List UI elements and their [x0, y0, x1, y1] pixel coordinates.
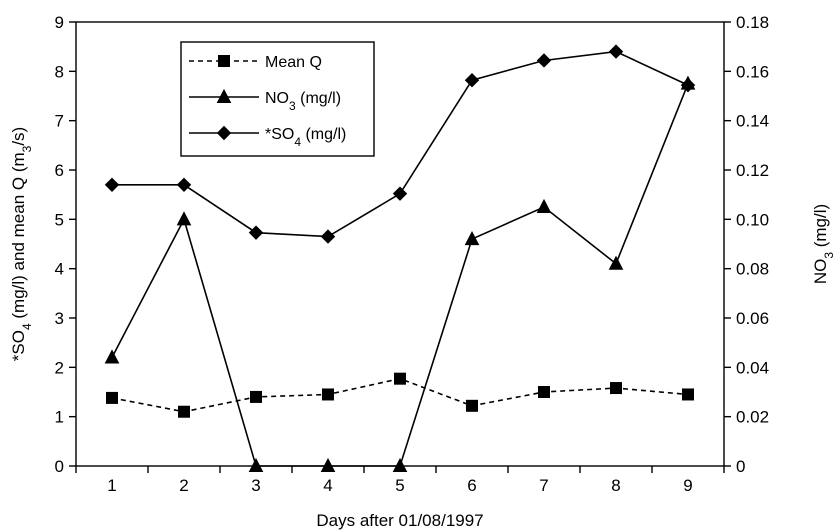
legend-entry: Mean Q	[189, 54, 322, 71]
x-tick-label: 2	[179, 476, 188, 495]
data-point	[178, 405, 190, 418]
series-square	[106, 372, 694, 418]
y-right-tick-label: 0.12	[736, 161, 769, 180]
text-part: (mg/l)	[296, 90, 341, 107]
x-tick-label: 3	[251, 476, 260, 495]
text-part: *SO	[9, 330, 28, 361]
data-point	[394, 372, 406, 385]
y-right-tick-label: 0.06	[736, 309, 769, 328]
legend-entry: *SO4 (mg/l)	[189, 125, 346, 149]
data-point	[536, 53, 552, 68]
legend-entry: NO3 (mg/l)	[189, 88, 341, 113]
data-point	[392, 186, 408, 201]
y-left-axis-title: *SO4 (mg/l) and mean Q (m3/s)	[9, 127, 34, 361]
text-part: Mean Q	[265, 54, 322, 71]
legend-label: *SO4 (mg/l)	[265, 126, 346, 149]
x-tick-label: 5	[395, 476, 404, 495]
y-left-tick-label: 7	[55, 112, 64, 131]
legend-swatch-marker	[216, 88, 232, 103]
y-left-tick-label: 1	[55, 408, 64, 427]
y-left-tick-label: 9	[55, 13, 64, 32]
y-left-tick-label: 8	[55, 62, 64, 81]
legend-swatch-marker	[216, 125, 232, 141]
x-tick-label: 9	[683, 476, 692, 495]
data-point	[610, 382, 622, 395]
data-point	[320, 229, 336, 244]
data-point	[248, 225, 264, 240]
data-point	[104, 349, 120, 364]
data-point	[466, 399, 478, 412]
y-left-tick-label: 2	[55, 358, 64, 377]
series-layer	[104, 44, 696, 472]
data-point	[104, 177, 120, 193]
data-point	[322, 388, 334, 401]
text-part: (mg/l) and mean Q (m	[9, 152, 28, 323]
y-right-tick-label: 0.16	[736, 62, 769, 81]
plot-frame	[75, 21, 725, 467]
legend-box	[180, 41, 375, 157]
y-left-tick-label: 0	[55, 457, 64, 476]
y-right-tick-label: 0.10	[736, 210, 769, 229]
data-point	[464, 230, 480, 246]
x-tick-label: 7	[539, 476, 548, 495]
y-right-tick-label: 0.08	[736, 260, 769, 279]
text-part: NO	[265, 90, 289, 107]
data-point	[320, 457, 336, 472]
y-right-axis-title: NO3 (mg/l)	[811, 204, 836, 284]
y-right-tick-label: 0.14	[736, 112, 769, 131]
data-point	[536, 198, 552, 213]
y-left-tick-label: 4	[55, 260, 64, 279]
text-part: 3	[20, 145, 34, 152]
text-part: 3	[289, 99, 296, 113]
legend-label: Mean Q	[265, 54, 322, 71]
text-part: NO	[811, 259, 830, 285]
y-left-tick-label: 5	[55, 210, 64, 229]
data-point	[248, 457, 264, 472]
text-part: /s)	[9, 127, 28, 146]
data-point	[608, 255, 624, 270]
data-point	[682, 388, 694, 401]
data-point	[392, 457, 408, 472]
data-point	[608, 44, 624, 59]
y-left-tick-label: 3	[55, 309, 64, 328]
text-part: *SO	[265, 126, 294, 143]
y-right-tick-label: 0	[736, 457, 745, 476]
y-right-tick-label: 0.02	[736, 408, 769, 427]
data-point	[680, 77, 696, 93]
data-point	[176, 177, 192, 193]
x-tick-label: 8	[611, 476, 620, 495]
data-point	[538, 386, 550, 398]
x-tick-label: 4	[323, 476, 332, 495]
y-left-tick-label: 6	[55, 161, 64, 180]
x-tick-label: 1	[107, 476, 116, 495]
x-axis-title: Days after 01/08/1997	[316, 511, 483, 530]
legend-label: NO3 (mg/l)	[265, 90, 341, 113]
y-right-tick-label: 0.18	[736, 13, 769, 32]
data-point	[250, 390, 262, 403]
x-tick-label: 6	[467, 476, 476, 495]
text-part: 4	[294, 135, 301, 149]
data-point	[106, 391, 118, 404]
legend-swatch-marker	[218, 55, 230, 67]
text-part: 3	[822, 252, 836, 259]
data-point	[464, 73, 480, 88]
text-part: 4	[20, 323, 34, 330]
y-right-tick-label: 0.04	[736, 358, 769, 377]
series-diamond	[104, 44, 696, 244]
text-part: (mg/l)	[811, 204, 830, 252]
data-point	[176, 211, 192, 226]
text-part: (mg/l)	[301, 126, 346, 143]
axes: 0 1 2 3 4 5 6 7 8 9 0 0.02 0.04 0.06 0.08 0.10 0.12 0.14 0…	[9, 13, 836, 530]
